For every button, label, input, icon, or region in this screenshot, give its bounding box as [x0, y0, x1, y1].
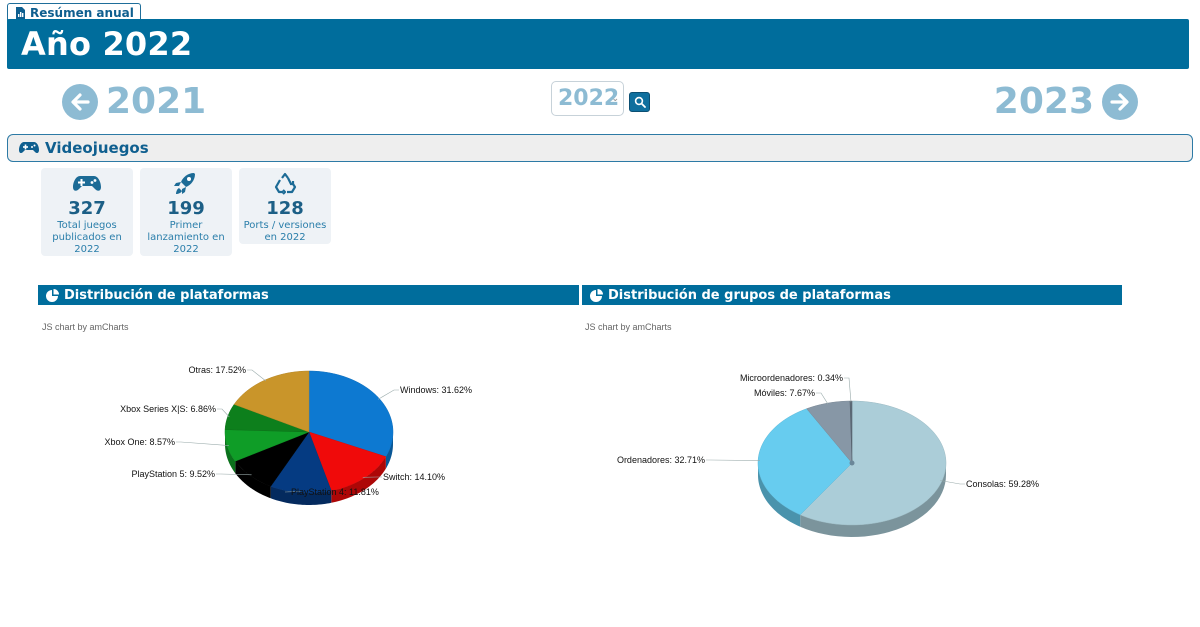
pie-slice-playstation-5 [234, 431, 310, 487]
pie-slice-side [270, 486, 332, 505]
label-leader-line [216, 473, 252, 476]
slice-label: Xbox Series X|S: 6.86% [120, 404, 216, 414]
pie-slice-playstation-4 [270, 431, 332, 494]
slice-label: PlayStation 4: 11.81% [291, 487, 379, 497]
label-leader-line [217, 408, 230, 418]
recycle-icon [274, 172, 297, 195]
pie-slice-side [225, 432, 236, 474]
chart-file-icon [16, 6, 25, 19]
tab-label-text: Resúmen anual [30, 5, 134, 20]
label-leader-line [284, 491, 301, 493]
stat-card-first-release: 199 Primer lanzamiento en 2022 [140, 168, 232, 256]
pie-slice-side [385, 432, 393, 469]
previous-year-link[interactable]: 2021 [62, 82, 206, 122]
pie-chart-icon [46, 288, 59, 302]
slice-label: Otras: 17.52% [188, 365, 246, 375]
search-button[interactable] [629, 92, 650, 112]
selected-year: 2022 [558, 86, 620, 111]
gamepad-icon [19, 142, 39, 154]
label-leader-line [176, 441, 229, 446]
stat-card-total: 327 Total juegos publicados en 2022 [41, 168, 133, 256]
arrow-left-icon [62, 84, 98, 120]
slice-label: Ordenadores: 32.71% [617, 455, 705, 465]
pie-slice-switch [308, 431, 387, 492]
panel-title: Distribución de plataformas [64, 287, 269, 303]
label-leader-line [247, 369, 267, 382]
section-title: Videojuegos [45, 139, 149, 157]
stat-label: Ports / versiones en 2022 [243, 220, 327, 243]
next-year-link[interactable]: 2023 [994, 82, 1138, 122]
platform-groups-panel-header: Distribución de grupos de plataformas [582, 285, 1122, 305]
label-leader-line [940, 480, 965, 485]
page-title-bar: Año 2022 [7, 19, 1189, 69]
pie-slice-side [800, 463, 946, 537]
year-select[interactable]: 2022 ⌄ [551, 81, 624, 116]
chart-credit-link[interactable]: JS chart by amCharts [42, 322, 129, 332]
slice-label: Móviles: 7.67% [754, 388, 815, 398]
gamepad-icon [73, 176, 101, 191]
slice-label: Switch: 14.10% [383, 472, 445, 482]
pie-chart-icon [590, 288, 603, 302]
search-icon [634, 96, 646, 108]
slice-label: Consolas: 59.28% [966, 479, 1039, 489]
arrow-right-icon [1102, 84, 1138, 120]
panel-title: Distribución de grupos de plataformas [608, 287, 891, 303]
previous-year-label: 2021 [106, 81, 207, 122]
platforms-pie: Windows: 31.62% Switch: 14.10% PlayStation… [104, 365, 472, 505]
label-leader-line [816, 392, 829, 405]
label-leader-line [377, 389, 399, 400]
slice-label: Windows: 31.62% [400, 385, 472, 395]
label-leader-line [706, 459, 761, 461]
slice-label: PlayStation 5: 9.52% [131, 469, 215, 479]
next-year-label: 2023 [993, 81, 1094, 122]
rocket-icon [174, 173, 195, 194]
stat-value: 327 [68, 198, 106, 219]
slice-label: Microordenadores: 0.34% [740, 373, 843, 383]
stat-card-ports: 128 Ports / versiones en 2022 [239, 168, 331, 244]
platforms-panel-header: Distribución de plataformas [38, 285, 579, 305]
stat-value: 128 [266, 198, 304, 219]
pie-center [849, 460, 855, 466]
pie-slice-side [331, 456, 386, 503]
annual-summary-tab[interactable]: Resúmen anual [7, 3, 141, 21]
pie-slice-side [235, 461, 271, 499]
label-leader-line [844, 377, 852, 403]
platform-groups-pie: Consolas: 59.28% Ordenadores: 32.71% Móvil… [617, 373, 1039, 537]
stat-value: 199 [167, 198, 205, 219]
page-title: Año 2022 [21, 25, 193, 63]
pie-slice-xbox-one [224, 429, 310, 462]
slice-label: Xbox One: 8.57% [104, 437, 175, 447]
pie-slice-xbox-series-x-s [224, 404, 310, 433]
stat-label: Total juegos publicados en 2022 [52, 220, 122, 255]
stat-label: Primer lanzamiento en 2022 [147, 220, 225, 255]
chevron-down-icon: ⌄ [611, 94, 619, 104]
pie-slice-side [758, 463, 801, 527]
chart-credit-link[interactable]: JS chart by amCharts [585, 322, 672, 332]
videogames-section-header[interactable]: Videojuegos [7, 134, 1193, 162]
